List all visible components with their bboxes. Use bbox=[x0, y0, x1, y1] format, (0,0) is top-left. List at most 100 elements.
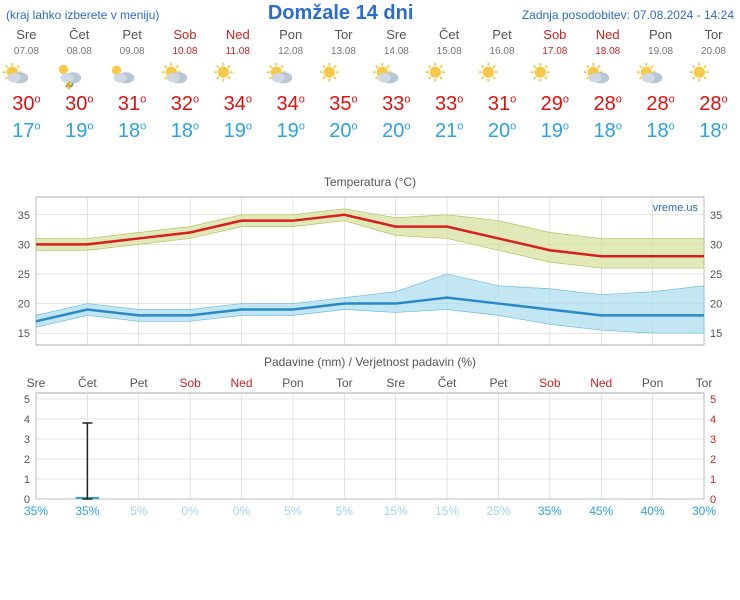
temp-high: 28o bbox=[634, 91, 687, 118]
temp-low: 17o bbox=[0, 118, 53, 145]
weather-icon bbox=[211, 59, 264, 91]
svg-text:5%: 5% bbox=[336, 504, 354, 518]
temp-low: 20o bbox=[370, 118, 423, 145]
svg-text:0%: 0% bbox=[181, 504, 199, 518]
svg-text:35%: 35% bbox=[538, 504, 562, 518]
svg-text:5%: 5% bbox=[130, 504, 148, 518]
svg-text:1: 1 bbox=[710, 474, 716, 486]
temp-low: 19o bbox=[53, 118, 106, 145]
last-updated: Zadnja posodobitev: 07.08.2024 - 14:24 bbox=[522, 8, 734, 22]
svg-text:Sob: Sob bbox=[539, 376, 561, 390]
day-date: 15.08 bbox=[423, 44, 476, 59]
svg-text:2: 2 bbox=[24, 454, 30, 466]
day-date: 10.08 bbox=[159, 44, 212, 59]
svg-text:Ned: Ned bbox=[590, 376, 612, 390]
temp-high: 29o bbox=[528, 91, 581, 118]
day-abbr: Pon bbox=[264, 25, 317, 44]
forecast-table: SreČetPetSobNedPonTorSreČetPetSobNedPonT… bbox=[0, 25, 740, 145]
day-date: 20.08 bbox=[687, 44, 740, 59]
weather-icon bbox=[687, 59, 740, 91]
svg-text:3: 3 bbox=[710, 434, 716, 446]
svg-text:20: 20 bbox=[18, 299, 30, 311]
svg-text:Pon: Pon bbox=[282, 376, 303, 390]
temp-high: 33o bbox=[370, 91, 423, 118]
day-abbr: Ned bbox=[211, 25, 264, 44]
svg-text:30: 30 bbox=[18, 239, 30, 251]
temp-high: 30o bbox=[0, 91, 53, 118]
svg-text:Sob: Sob bbox=[179, 376, 201, 390]
temp-high: 32o bbox=[159, 91, 212, 118]
weather-icon bbox=[0, 59, 53, 91]
temp-high: 33o bbox=[423, 91, 476, 118]
day-abbr: Ned bbox=[581, 25, 634, 44]
temp-low: 20o bbox=[317, 118, 370, 145]
day-abbr: Sre bbox=[370, 25, 423, 44]
day-date: 13.08 bbox=[317, 44, 370, 59]
temp-low: 19o bbox=[264, 118, 317, 145]
day-abbr: Sob bbox=[528, 25, 581, 44]
svg-text:Tor: Tor bbox=[696, 376, 713, 390]
svg-text:5%: 5% bbox=[284, 504, 302, 518]
day-abbr: Pet bbox=[106, 25, 159, 44]
svg-text:15%: 15% bbox=[384, 504, 408, 518]
weather-icon bbox=[634, 59, 687, 91]
svg-text:1: 1 bbox=[24, 474, 30, 486]
svg-text:15: 15 bbox=[710, 328, 722, 340]
svg-text:Pet: Pet bbox=[489, 376, 508, 390]
svg-text:25: 25 bbox=[710, 269, 722, 281]
weather-icon bbox=[423, 59, 476, 91]
svg-text:45%: 45% bbox=[589, 504, 613, 518]
day-date: 07.08 bbox=[0, 44, 53, 59]
svg-text:25%: 25% bbox=[486, 504, 510, 518]
temp-high: 34o bbox=[264, 91, 317, 118]
precipitation-chart: SreČetPetSobNedPonTorSreČetPetSobNedPonT… bbox=[0, 371, 740, 521]
svg-text:15%: 15% bbox=[435, 504, 459, 518]
temp-low: 19o bbox=[211, 118, 264, 145]
temp-low: 18o bbox=[159, 118, 212, 145]
svg-text:4: 4 bbox=[710, 414, 716, 426]
day-date: 17.08 bbox=[528, 44, 581, 59]
day-date: 16.08 bbox=[476, 44, 529, 59]
weather-icon bbox=[264, 59, 317, 91]
weather-icon bbox=[106, 59, 159, 91]
day-abbr: Tor bbox=[687, 25, 740, 44]
svg-text:0%: 0% bbox=[233, 504, 251, 518]
weather-icon bbox=[159, 59, 212, 91]
svg-text:2: 2 bbox=[710, 454, 716, 466]
temp-low: 19o bbox=[528, 118, 581, 145]
svg-text:Sre: Sre bbox=[386, 376, 405, 390]
day-abbr: Tor bbox=[317, 25, 370, 44]
temp-low: 18o bbox=[106, 118, 159, 145]
svg-text:30: 30 bbox=[710, 239, 722, 251]
temp-high: 35o bbox=[317, 91, 370, 118]
svg-text:4: 4 bbox=[24, 414, 30, 426]
svg-text:35%: 35% bbox=[75, 504, 99, 518]
temp-high: 31o bbox=[476, 91, 529, 118]
weather-icon bbox=[370, 59, 423, 91]
location-hint: (kraj lahko izberete v meniju) bbox=[6, 8, 159, 22]
day-abbr: Pon bbox=[634, 25, 687, 44]
svg-text:Čet: Čet bbox=[78, 375, 97, 390]
temp-high: 28o bbox=[581, 91, 634, 118]
temp-high: 34o bbox=[211, 91, 264, 118]
temp-low: 18o bbox=[634, 118, 687, 145]
day-date: 09.08 bbox=[106, 44, 159, 59]
svg-text:Sre: Sre bbox=[27, 376, 46, 390]
day-abbr: Čet bbox=[53, 25, 106, 44]
weather-icon bbox=[53, 59, 106, 91]
svg-text:30%: 30% bbox=[692, 504, 716, 518]
svg-text:Tor: Tor bbox=[336, 376, 353, 390]
day-date: 11.08 bbox=[211, 44, 264, 59]
temp-low: 20o bbox=[476, 118, 529, 145]
day-abbr: Sre bbox=[0, 25, 53, 44]
weather-icon bbox=[581, 59, 634, 91]
svg-text:35%: 35% bbox=[24, 504, 48, 518]
svg-text:15: 15 bbox=[18, 328, 30, 340]
svg-text:40%: 40% bbox=[641, 504, 665, 518]
svg-text:Pon: Pon bbox=[642, 376, 663, 390]
svg-text:35: 35 bbox=[18, 210, 30, 222]
day-date: 08.08 bbox=[53, 44, 106, 59]
weather-icon bbox=[528, 59, 581, 91]
temp-high: 28o bbox=[687, 91, 740, 118]
temp-high: 30o bbox=[53, 91, 106, 118]
